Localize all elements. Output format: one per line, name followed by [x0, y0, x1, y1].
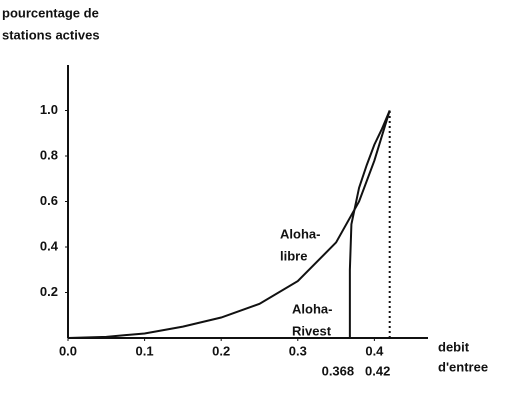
x-axis-label: debit [438, 339, 470, 354]
y-tick-label: 0.8 [40, 147, 58, 162]
y-tick-label: 0.6 [40, 193, 58, 208]
y-tick-label: 0.2 [40, 284, 58, 299]
series-label: Aloha- [280, 226, 320, 241]
line-series [67, 110, 391, 339]
x-tick-label: 0.3 [289, 343, 307, 358]
y-tick-label: 1.0 [40, 102, 58, 117]
x-tick-label: 0.0 [59, 343, 77, 358]
x-tick-label: 0.4 [365, 343, 384, 358]
y-axis-label: pourcentage de [2, 5, 99, 20]
y-tick-label: 0.4 [40, 238, 59, 253]
series-label: Rivest [292, 323, 332, 338]
annotation-label: 0.42 [365, 363, 390, 378]
y-axis-label: stations actives [2, 27, 100, 42]
annotation-label: 0.368 [322, 363, 355, 378]
x-tick-label: 0.2 [212, 343, 230, 358]
x-tick-label: 0.1 [136, 343, 154, 358]
x-axis-label: d'entree [438, 359, 488, 374]
series-label: libre [280, 248, 307, 263]
line-series [348, 110, 391, 338]
series-label: Aloha- [292, 301, 332, 316]
